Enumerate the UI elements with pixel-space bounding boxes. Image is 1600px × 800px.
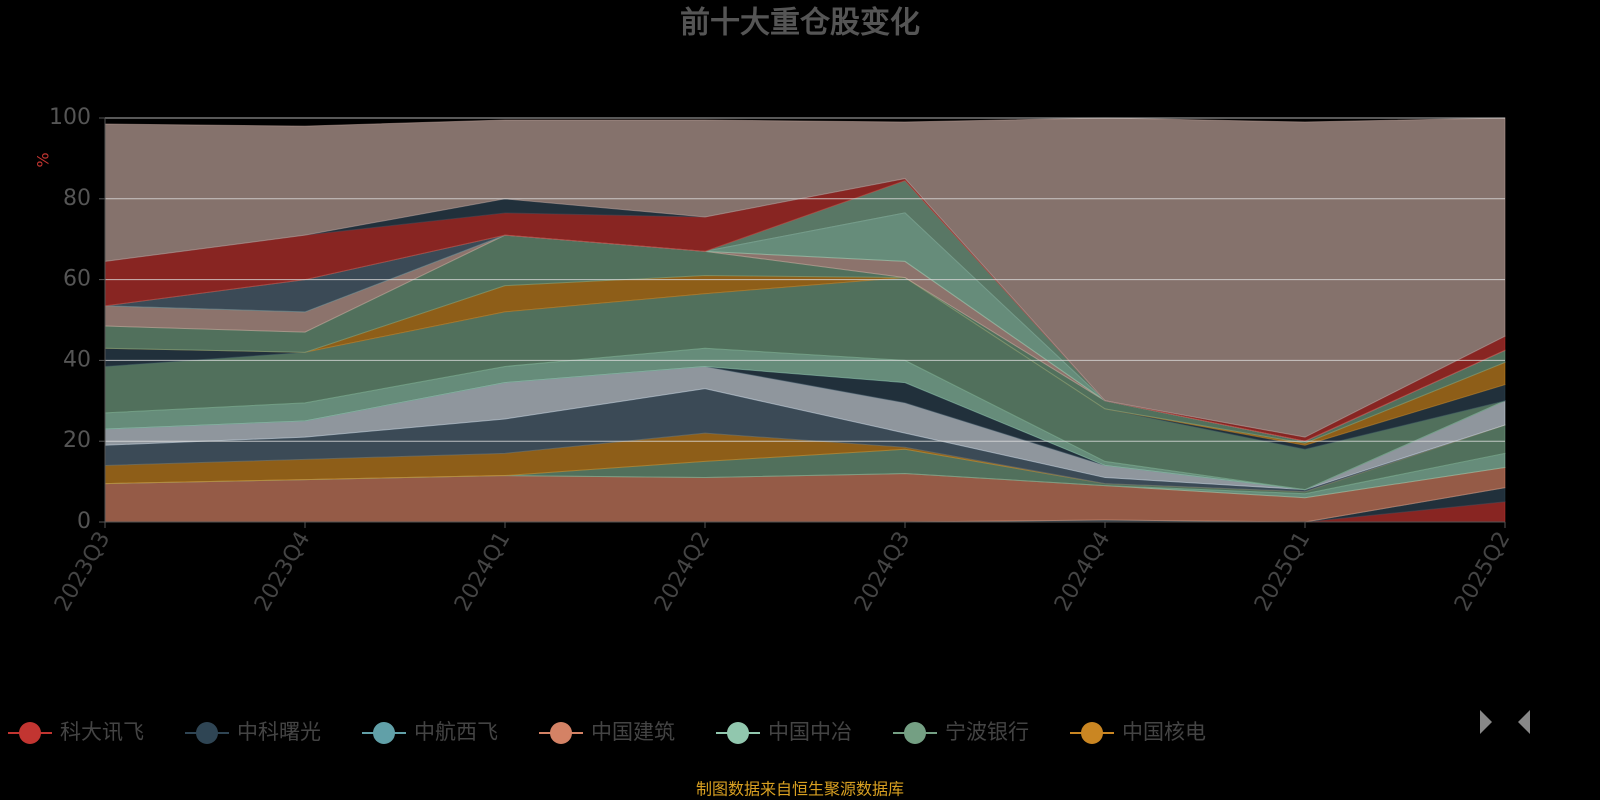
y-tick-label: 0 [77,509,91,534]
x-tick-label: 2024Q4 [1050,528,1115,616]
x-tick-label: 2024Q3 [850,528,915,616]
legend-prev[interactable] [1480,710,1492,734]
legend-label: 宁波银行 [945,720,1029,744]
source-note: 制图数据来自恒生聚源数据库 [696,780,904,799]
legend-label: 中科曙光 [237,720,321,744]
x-tick-label: 2024Q2 [650,528,715,616]
legend-label: 科大讯飞 [60,720,144,744]
legend-marker [196,722,218,744]
y-tick-label: 100 [49,105,91,130]
chart-title: 前十大重仓股变化 [680,6,920,41]
x-tick-label: 2025Q2 [1450,528,1515,616]
legend-marker [727,722,749,744]
legend-marker [373,722,395,744]
x-tick-label: 2023Q4 [250,528,315,616]
legend-label: 中航西飞 [414,720,498,744]
y-axis-label: % [34,152,53,167]
y-tick-label: 20 [63,428,91,453]
y-tick-label: 60 [63,267,91,292]
x-tick-label: 2023Q3 [50,528,115,616]
legend-marker [19,722,41,744]
x-tick-label: 2025Q1 [1250,528,1315,616]
legend-next[interactable] [1518,710,1530,734]
x-tick-label: 2024Q1 [450,528,515,616]
y-tick-label: 80 [63,186,91,211]
legend-label: 中国核电 [1122,720,1206,744]
legend-marker [550,722,572,744]
area [104,117,1506,438]
legend-label: 中国中冶 [768,720,852,744]
legend-marker [1081,722,1103,744]
legend-label: 中国建筑 [591,720,675,744]
legend-marker [904,722,926,744]
y-tick-label: 40 [63,347,91,372]
